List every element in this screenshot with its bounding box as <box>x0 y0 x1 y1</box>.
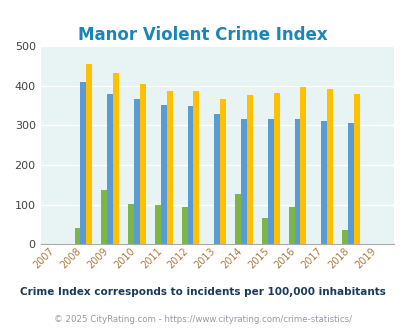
Bar <box>166 91 172 244</box>
Text: Manor Violent Crime Index: Manor Violent Crime Index <box>78 26 327 45</box>
Bar <box>128 204 134 244</box>
Bar <box>160 105 166 244</box>
Bar <box>273 92 279 244</box>
Bar <box>140 84 145 244</box>
Bar <box>220 99 226 244</box>
Bar <box>288 207 294 244</box>
Text: Crime Index corresponds to incidents per 100,000 inhabitants: Crime Index corresponds to incidents per… <box>20 287 385 297</box>
Bar <box>187 106 193 244</box>
Bar <box>267 119 273 244</box>
Text: © 2025 CityRating.com - https://www.cityrating.com/crime-statistics/: © 2025 CityRating.com - https://www.city… <box>54 315 351 324</box>
Bar <box>341 230 347 244</box>
Bar <box>80 82 86 244</box>
Bar <box>75 228 80 244</box>
Bar <box>326 88 332 244</box>
Bar <box>246 95 252 244</box>
Bar <box>101 189 107 244</box>
Bar <box>353 94 359 244</box>
Bar <box>154 205 160 244</box>
Bar <box>294 119 300 244</box>
Bar <box>241 119 246 244</box>
Bar <box>234 193 241 244</box>
Bar <box>300 87 305 244</box>
Bar <box>193 91 199 244</box>
Bar <box>261 218 267 244</box>
Bar <box>181 207 187 244</box>
Bar <box>320 121 326 244</box>
Bar <box>214 114 220 244</box>
Bar <box>134 99 140 244</box>
Bar <box>107 94 113 244</box>
Bar <box>113 73 119 244</box>
Bar <box>347 123 353 244</box>
Bar <box>86 64 92 244</box>
